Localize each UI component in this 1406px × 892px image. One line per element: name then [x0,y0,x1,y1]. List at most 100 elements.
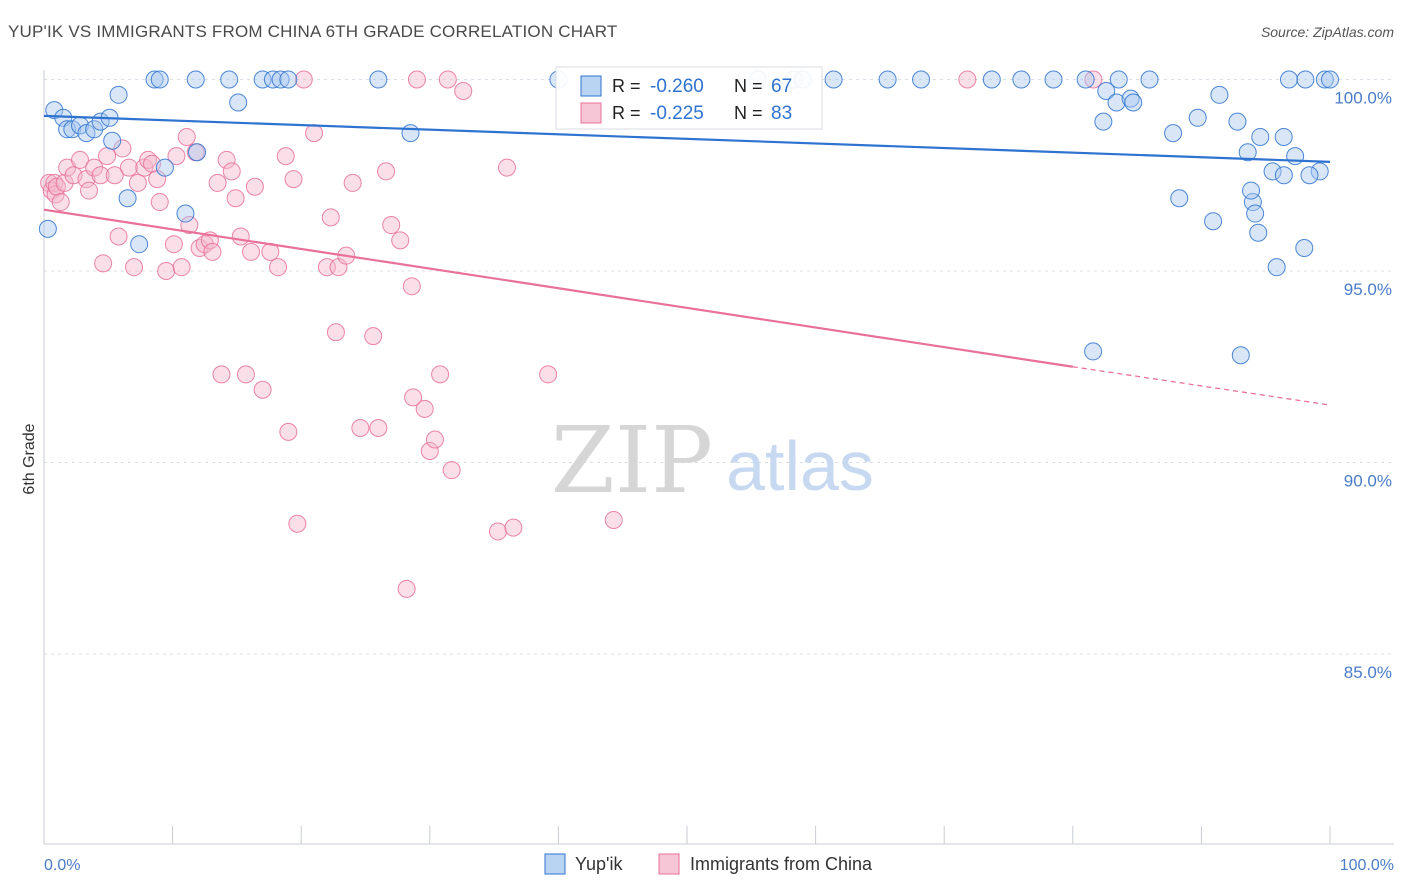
y-tick-label: 95.0% [1344,280,1392,299]
data-point-yupik [401,124,420,143]
data-point-yupik [103,131,122,150]
data-point-yupik [1094,112,1113,131]
data-point-yupik [1295,239,1314,258]
data-point-china [109,227,128,246]
data-point-china [51,193,70,212]
data-point-china [321,208,340,227]
data-point-yupik [1315,70,1334,89]
data-point-china [164,235,183,254]
data-point-yupik [130,235,149,254]
data-point-yupik [1251,127,1270,146]
data-point-yupik [982,70,1001,89]
data-point-china [958,70,977,89]
data-point-china [407,70,426,89]
data-point-china [438,70,457,89]
data-point-yupik [1044,70,1063,89]
data-point-yupik [38,219,57,238]
stats-legend-swatch-yupik [580,75,602,97]
data-point-china [404,388,423,407]
trend-lines [43,114,1331,406]
stats-legend-swatch-china [580,102,602,124]
data-point-yupik [824,70,843,89]
data-point-china [364,327,383,346]
data-point-yupik [188,143,207,162]
data-point-yupik [1246,204,1265,223]
data-point-china [167,147,186,166]
data-point-china [55,173,74,192]
data-point-yupik [1188,108,1207,127]
data-point-yupik [1274,127,1293,146]
stats-legend-n-value: 67 [771,76,792,97]
data-point-yupik [1296,70,1315,89]
data-point-yupik [1164,124,1183,143]
data-point-china [276,147,295,166]
stats-legend-r-value: -0.260 [650,76,704,97]
data-point-china [253,380,272,399]
data-point-china [242,242,261,261]
data-point-china [269,258,288,277]
data-point-yupik [1242,181,1261,200]
x-tick-label-min: 0.0% [44,857,80,874]
data-point-china [402,277,421,296]
x-axis-ticks [43,826,1331,844]
data-point-yupik [253,70,272,89]
data-point-china [128,173,147,192]
data-point-china [425,430,444,449]
data-point-yupik [229,93,248,112]
source-label: Source: ZipAtlas.com [1260,24,1394,40]
data-point-yupik [1310,162,1329,181]
data-point-china [180,216,199,235]
data-point-china [488,522,507,541]
data-point-yupik [1267,258,1286,277]
stats-legend-n-label: N = [734,76,763,96]
data-point-china [94,254,113,273]
data-point-yupik [220,70,239,89]
data-point-china [420,442,439,461]
data-point-yupik [1279,70,1298,89]
data-point-yupik [1124,93,1143,112]
legend-swatch-yupik [544,853,566,875]
data-point-yupik [1084,342,1103,361]
series-immigrants-from-china-points [40,70,1103,598]
data-point-china [294,70,313,89]
data-point-china [208,173,227,192]
data-point-yupik [1097,81,1116,100]
data-point-china [442,461,461,480]
data-point-yupik [1274,166,1293,185]
data-point-china [397,579,416,598]
watermark-zip: ZIP [551,407,713,514]
data-point-china [504,518,523,537]
y-tick-label: 90.0% [1344,472,1392,491]
data-point-china [157,262,176,280]
y-tick-label: 85.0% [1344,663,1392,682]
y-axis-label: 6th Grade [21,423,38,494]
data-point-yupik [1263,162,1282,181]
data-point-china [125,258,144,277]
y-axis-tick-labels: 85.0% 90.0% 95.0% 100.0% [1334,89,1392,683]
data-point-yupik [1204,212,1223,231]
data-point-yupik [118,189,137,208]
trend-line-china [43,208,1073,368]
data-point-yupik [109,85,128,104]
data-point-china [369,419,388,438]
data-point-yupik [1238,143,1257,162]
stats-legend-n-value: 83 [771,103,792,124]
data-point-yupik [45,101,64,120]
stats-legend-n-label: N = [734,103,763,123]
data-point-china [236,365,255,384]
data-point-china [343,173,362,192]
data-point-yupik [1300,166,1319,185]
data-point-china [98,147,117,166]
data-point-yupik [878,70,897,89]
stats-legend: R = -0.260 N = 67 R = -0.225 N = 83 [555,66,823,130]
data-point-china [222,162,241,181]
data-point-china [377,162,396,181]
legend-swatch-china [658,853,680,875]
data-point-china [351,419,370,438]
data-point-china [1084,70,1103,89]
data-point-yupik [1243,193,1262,212]
chart-title: YUP'IK VS IMMIGRANTS FROM CHINA 6TH GRAD… [8,22,618,41]
data-point-yupik [279,70,298,89]
data-point-china [284,170,303,189]
